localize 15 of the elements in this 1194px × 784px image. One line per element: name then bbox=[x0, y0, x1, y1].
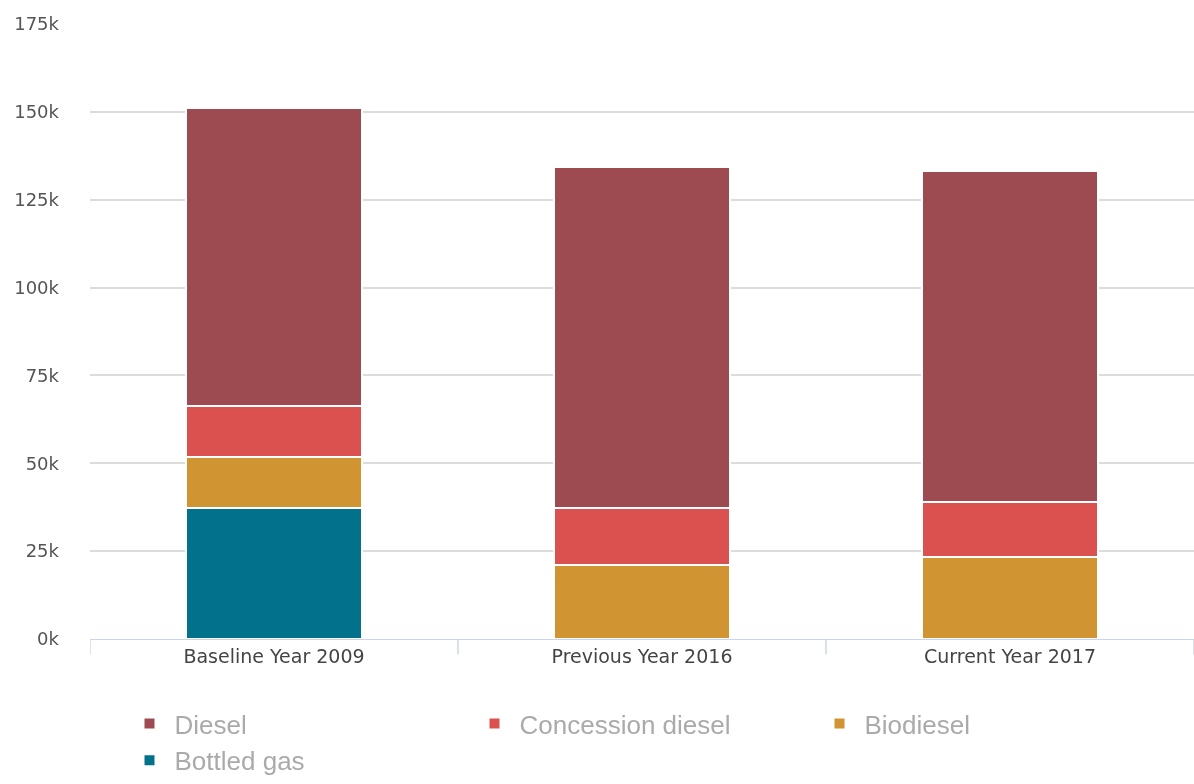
y-tick-label: 175k bbox=[14, 13, 60, 35]
legend-label: Concession diesel bbox=[519, 709, 731, 740]
y-tick-label: 150k bbox=[14, 101, 60, 123]
x-tick-label: Current Year 2017 bbox=[923, 644, 1097, 667]
x-tick-label: Baseline Year 2009 bbox=[183, 644, 365, 667]
y-tick-label: 0k bbox=[37, 628, 60, 650]
y-tick-label: 75k bbox=[25, 364, 60, 386]
y-tick-label: 100k bbox=[14, 276, 60, 298]
legend-label: Bottled gas bbox=[174, 746, 305, 777]
legend-label: Biodiesel bbox=[864, 709, 971, 740]
y-tick-label: 125k bbox=[14, 189, 60, 211]
y-tick-label: 25k bbox=[25, 540, 60, 562]
x-tick-label: Previous Year 2016 bbox=[551, 644, 733, 667]
y-tick-label: 50k bbox=[25, 452, 60, 474]
legend-label: Diesel bbox=[174, 709, 247, 740]
